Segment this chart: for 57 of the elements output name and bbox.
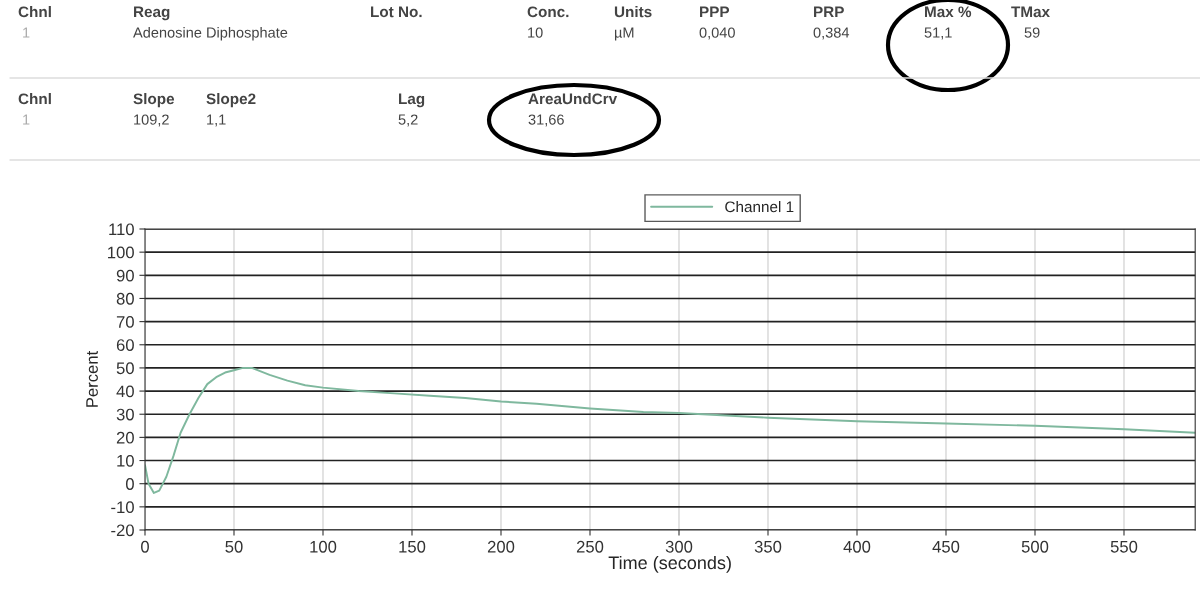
text: 0,384: [813, 27, 850, 40]
x-tick-label: 0: [141, 540, 149, 553]
text: 0,040: [699, 27, 735, 40]
y-tick-label: 100: [108, 246, 134, 259]
text: TMax: [1011, 6, 1050, 18]
y-tick-label: -10: [111, 501, 134, 514]
text: 1: [23, 114, 30, 125]
text: Lag: [399, 93, 425, 108]
y-tick-label: 110: [109, 223, 134, 236]
line-series: [145, 366, 1196, 494]
text: 109,2: [134, 114, 169, 127]
x-tick-label: 550: [1110, 540, 1138, 553]
text: AreaUndCrv: [528, 93, 618, 105]
y-axis-title: Percent: [86, 350, 98, 407]
text: 31,66: [528, 114, 564, 127]
text: 51,1: [924, 27, 952, 40]
text: Slope2: [206, 93, 256, 108]
x-tick-label: 50: [225, 540, 243, 553]
y-tick-label: 70: [116, 316, 134, 328]
text: Reag: [134, 6, 170, 21]
x-tick-label: 100: [310, 540, 337, 553]
x-tick-label: 150: [399, 540, 426, 553]
x-axis-title: Time (seconds): [608, 555, 731, 573]
text: 59: [1024, 27, 1040, 38]
y-tick-label: 40: [116, 385, 134, 398]
text: Adenosine Diphosphate: [133, 27, 288, 41]
text: PPP: [700, 6, 730, 18]
legend-label: Channel 1: [725, 201, 794, 213]
y-tick-label: -20: [111, 524, 134, 537]
text: Chnl: [18, 93, 51, 105]
y-tick-label: 0: [125, 478, 134, 490]
text: µM: [615, 27, 634, 41]
x-tick-label: 250: [576, 540, 604, 553]
text: Max %: [925, 6, 972, 18]
y-tick-label: 90: [116, 269, 134, 282]
text: 5,2: [398, 114, 418, 127]
text: Chnl: [18, 6, 51, 18]
text: 1: [23, 27, 30, 38]
text: PRP: [814, 6, 844, 18]
text: Lot No.: [371, 6, 422, 18]
y-tick-label: 80: [116, 292, 134, 305]
x-tick-label: 350: [754, 540, 782, 553]
text: 10: [528, 27, 543, 38]
text: Slope: [133, 93, 175, 108]
x-tick-label: 300: [665, 540, 693, 553]
x-tick-label: 400: [843, 540, 871, 553]
y-tick-label: 30: [116, 408, 134, 421]
y-tick-label: 20: [116, 431, 134, 444]
text: 1,1: [207, 114, 226, 127]
x-tick-label: 450: [932, 540, 960, 553]
x-tick-label: 200: [487, 540, 515, 553]
text: Units: [614, 6, 652, 18]
text: Conc.: [527, 6, 569, 18]
y-tick-label: 10: [117, 454, 134, 467]
y-tick-label: 50: [116, 362, 134, 375]
x-tick-label: 500: [1021, 540, 1049, 553]
y-tick-label: 60: [116, 339, 134, 351]
